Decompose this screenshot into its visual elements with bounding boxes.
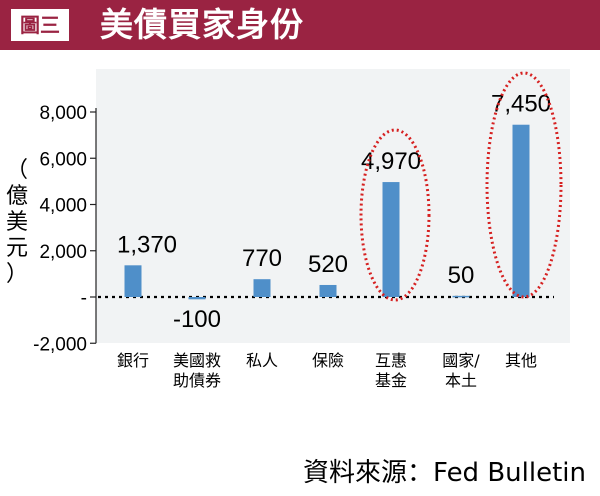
chart-title: 美債買家身份 [100,5,304,44]
x-tick-label: 助債券 [173,371,221,390]
y-tick-label: 2,000 [39,242,87,263]
y-tick-label: - [81,288,87,309]
x-tick-label: 美國救 [173,351,221,370]
x-tick-label: 其他 [505,351,537,370]
data-label: 770 [242,245,282,272]
y-tick-label: 8,000 [39,103,87,124]
y-axis-label-char: 美 [5,210,28,235]
figure-label: 圖三 [11,9,69,41]
x-tick-label: 本土 [445,371,477,390]
x-tick-label: 國家/ [442,351,480,370]
data-label: 1,370 [117,231,177,258]
data-label: 7,450 [491,91,551,118]
data-label: 520 [308,251,348,278]
y-axis-label-char: （ [5,158,28,183]
highlight-ring [485,71,563,299]
x-tick-label: 銀行 [117,351,149,370]
x-tick-label: 基金 [375,371,407,390]
y-axis-label-char: 億 [5,184,28,209]
x-tick-label: 私人 [246,351,278,370]
bar [253,279,271,297]
y-axis-label-char: ） [5,262,28,287]
y-axis-label-char: 元 [5,236,28,261]
data-label: 4,970 [361,148,421,175]
bar [382,182,400,297]
y-tick-label: 4,000 [39,196,87,217]
bar [188,297,206,300]
bar [319,284,337,297]
x-tick-label: 互惠 [375,351,407,370]
data-label: -100 [173,306,221,333]
bar [512,124,530,297]
y-axis-label: （ 億 美 元 ） [2,158,32,288]
source-note: 資料來源：Fed Bulletin [303,458,586,488]
y-tick-label: -2,000 [33,334,87,355]
x-tick-label: 保險 [312,351,344,370]
chart-header: 圖三 美債買家身份 [0,0,600,50]
bar [452,295,470,298]
highlight-ring [359,128,431,302]
data-label: 50 [448,262,475,289]
bar [124,265,142,297]
y-tick-label: 6,000 [39,149,87,170]
